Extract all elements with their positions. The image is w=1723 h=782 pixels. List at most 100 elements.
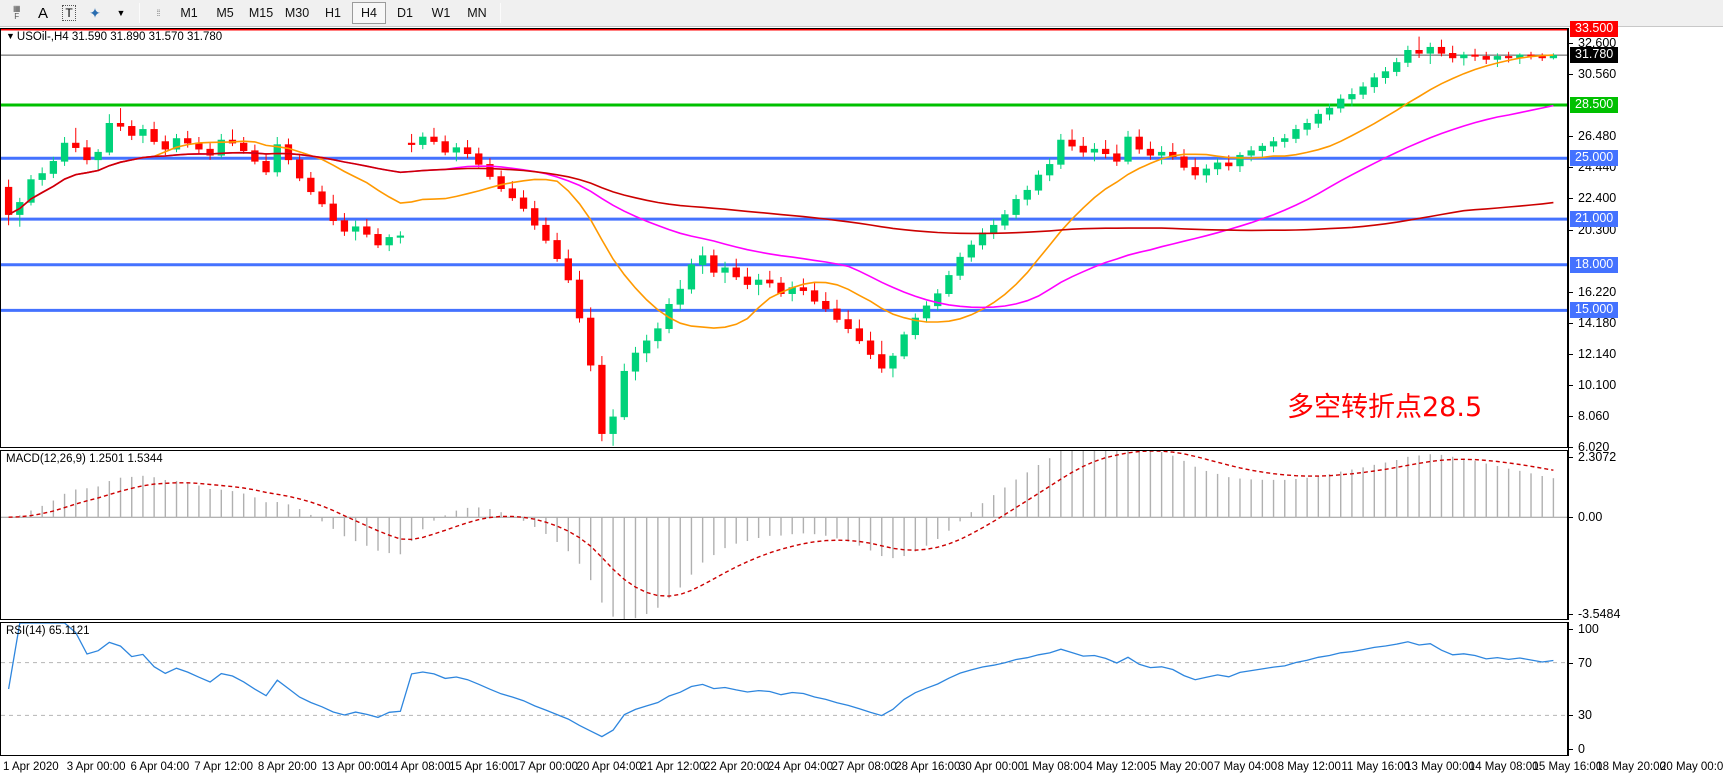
- price-axis-chip-25-000[interactable]: 25.000: [1570, 150, 1619, 167]
- timeframe-mn[interactable]: MN: [467, 6, 487, 20]
- time-axis-tick: 4 May 12:00: [1086, 761, 1150, 773]
- candle-body: [1504, 56, 1513, 59]
- candle-body: [1258, 145, 1267, 151]
- candle-body: [1001, 214, 1009, 226]
- candle-body: [4, 186, 13, 215]
- timeframe-m5[interactable]: M5: [216, 6, 234, 20]
- crosshair-grid-icon[interactable]: ▦ F: [12, 4, 22, 21]
- candle-body: [1157, 151, 1166, 156]
- candle-body: [1169, 151, 1177, 158]
- candle-body: [777, 282, 785, 294]
- timeframe-m30[interactable]: M30: [284, 6, 310, 20]
- candle-body: [531, 208, 539, 226]
- candle-body: [251, 150, 259, 162]
- price-axis-tick: 32.600: [1569, 36, 1616, 50]
- candle-body: [956, 256, 964, 276]
- candle-body: [1034, 174, 1043, 191]
- candle-body: [318, 191, 326, 205]
- candle-body: [430, 136, 438, 142]
- candle-body: [1225, 162, 1233, 167]
- candle-body: [1236, 154, 1244, 167]
- timeframe-d1[interactable]: D1: [397, 6, 413, 20]
- objects-icon[interactable]: ✦: [89, 4, 101, 21]
- candle-body: [1068, 139, 1076, 147]
- candle-body: [743, 276, 752, 285]
- candle-body: [184, 138, 192, 144]
- price-axis-chip-15-000[interactable]: 15.000: [1570, 302, 1619, 319]
- candle-body: [486, 164, 494, 177]
- candle-body: [889, 355, 897, 369]
- candle-body: [1113, 153, 1121, 162]
- candle-body: [1314, 113, 1322, 124]
- price-axis-chip-31-780[interactable]: 31.780: [1570, 47, 1619, 64]
- price-axis-tick: 16.220: [1569, 285, 1616, 299]
- candle-body: [351, 226, 360, 232]
- candle-body: [1124, 136, 1132, 162]
- price-axis[interactable]: 32.600 30.560 26.480 24.440 22.400 20.300 16.2…: [1568, 21, 1723, 621]
- candle-body: [1337, 98, 1345, 109]
- candle-body: [262, 161, 270, 173]
- candle-body: [900, 334, 908, 357]
- price-axis-chip-18-000[interactable]: 18.000: [1570, 256, 1619, 273]
- candle-body: [463, 147, 472, 155]
- text-label-icon[interactable]: A: [37, 4, 48, 22]
- price-axis-chip-33-500[interactable]: 33.500: [1570, 21, 1619, 37]
- timeframe-w1[interactable]: W1: [431, 6, 451, 20]
- price-axis-tick: 26.480: [1569, 129, 1616, 143]
- time-axis-tick: 20 Apr 04:00: [576, 761, 642, 773]
- rsi-label: RSI(14) 65.1121: [6, 625, 90, 637]
- macd-pane[interactable]: MACD(12,26,9) 1.2501 1.5344: [0, 450, 1568, 620]
- candle-body: [139, 129, 147, 136]
- candle-body: [407, 142, 416, 145]
- price-axis-tick: 8.060: [1569, 409, 1609, 423]
- rsi-pane[interactable]: RSI(14) 65.1121: [0, 622, 1568, 756]
- candle-body: [72, 142, 80, 148]
- time-axis[interactable]: 1 Apr 2020 3 Apr 00:00 6 Apr 04:00 7 Apr 12…: [0, 757, 1723, 782]
- time-axis-tick: 20 May 00:00: [1660, 761, 1723, 773]
- candle-body: [1482, 56, 1490, 60]
- candle-body: [1191, 167, 1199, 176]
- candle-body: [295, 159, 304, 179]
- rsi-axis[interactable]: 100 70 30 0: [1568, 622, 1723, 756]
- time-axis-tick: 8 May 12:00: [1277, 761, 1341, 773]
- candle-body: [94, 151, 102, 161]
- timeframe-h4[interactable]: H4: [352, 2, 386, 24]
- timeframe-m1[interactable]: M1: [180, 6, 198, 20]
- time-axis-tick: 1 May 08:00: [1022, 761, 1086, 773]
- macd-signal-line: [8, 451, 1554, 597]
- candle-body: [172, 138, 181, 150]
- rsi-axis-tick: 0: [1569, 742, 1585, 756]
- candle-body: [1359, 86, 1367, 95]
- timeframe-h1[interactable]: H1: [325, 6, 341, 20]
- candle-body: [150, 129, 158, 142]
- collapse-arrow-icon[interactable]: ▼: [6, 31, 15, 41]
- candle-body: [1023, 189, 1031, 200]
- time-axis-tick: 17 Apr 00:00: [512, 761, 579, 773]
- symbol-label-row[interactable]: ▼ USOil-,H4 31.590 31.890 31.570 31.780: [6, 31, 222, 43]
- price-chart-pane[interactable]: ▼ USOil-,H4 31.590 31.890 31.570 31.780 多…: [0, 28, 1568, 448]
- candle-body: [643, 340, 651, 354]
- price-axis-chip-28-500[interactable]: 28.500: [1570, 97, 1619, 114]
- drag-handle[interactable]: ⁞⁞: [156, 8, 160, 18]
- time-axis-tick: 6 Apr 04:00: [130, 761, 190, 773]
- candle-body: [687, 264, 696, 290]
- candle-body: [1046, 164, 1054, 176]
- candle-body: [1381, 71, 1390, 78]
- candle-body: [105, 123, 114, 153]
- candle-body: [38, 173, 46, 180]
- price-axis-chip-21-000[interactable]: 21.000: [1570, 211, 1619, 228]
- time-axis-tick: 5 May 20:00: [1150, 761, 1214, 773]
- text-box-icon[interactable]: T: [57, 2, 81, 25]
- candle-body: [1213, 162, 1222, 170]
- candle-body: [240, 142, 248, 151]
- rsi-axis-tick: 70: [1569, 656, 1592, 670]
- candle-body: [922, 305, 931, 319]
- candle-body: [799, 287, 808, 291]
- candle-body: [855, 328, 864, 342]
- timeframe-m15[interactable]: M15: [248, 6, 274, 20]
- candle-body: [978, 232, 987, 246]
- objects-dropdown-arrow-icon[interactable]: ▼: [116, 8, 126, 18]
- candle-body: [1426, 46, 1434, 54]
- candle-body: [452, 147, 461, 153]
- price-axis-tick: 22.400: [1569, 191, 1616, 205]
